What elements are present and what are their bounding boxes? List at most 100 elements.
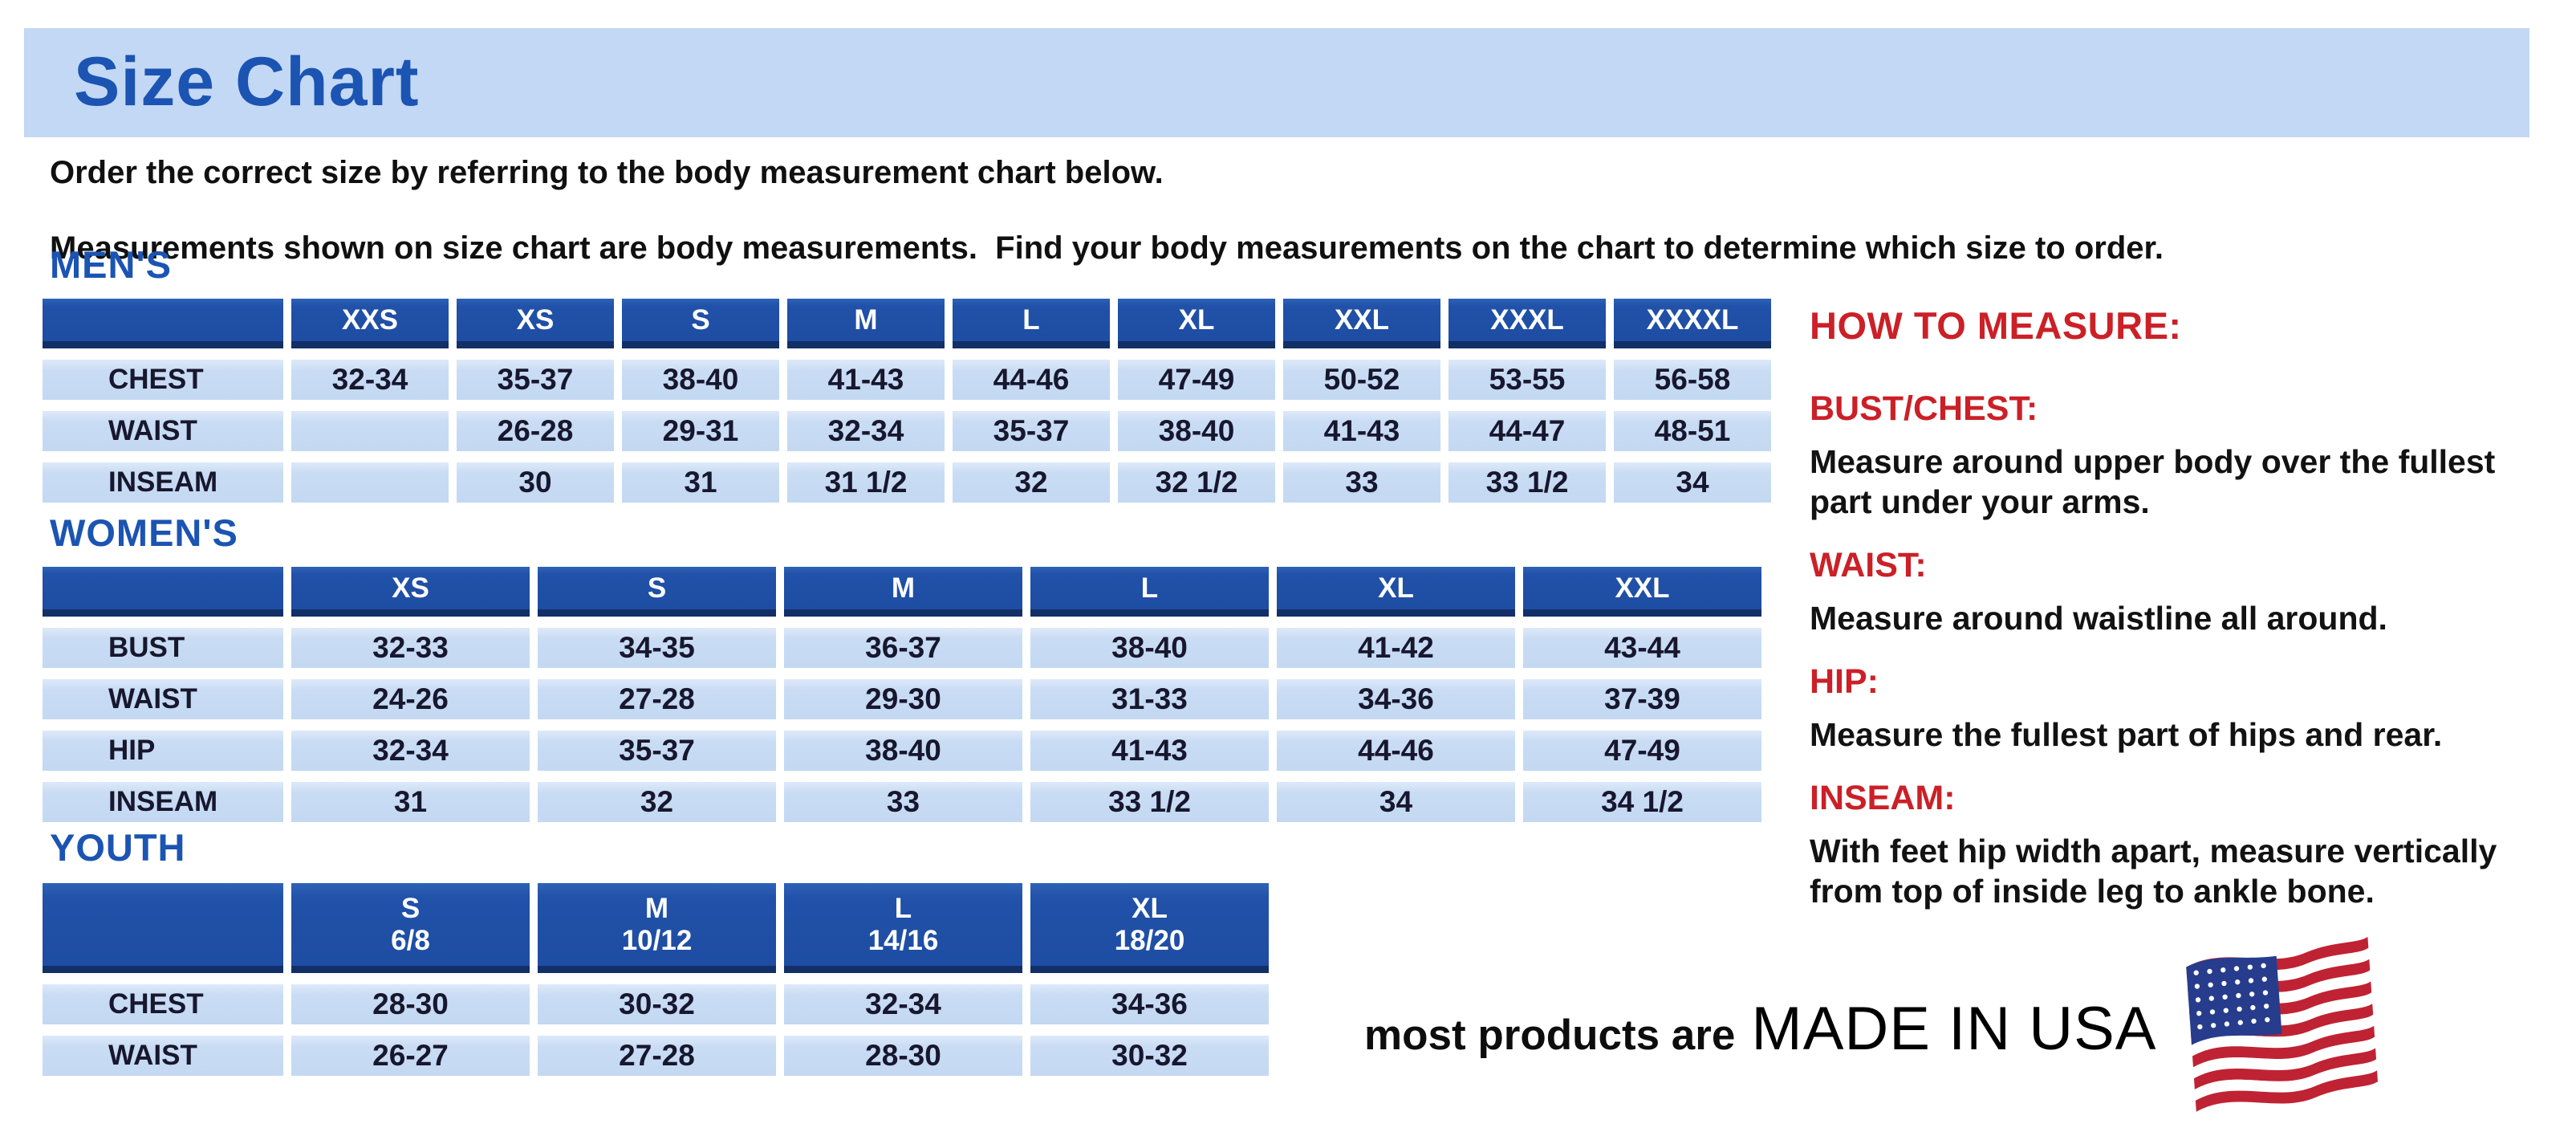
mens-column-header-3: M: [787, 299, 945, 348]
measure-item-label: WAIST:: [1810, 546, 1927, 584]
mens-cell-1-0: [291, 411, 449, 451]
youth-column-size: L: [894, 892, 912, 924]
womens-cell-1-2: 29-30: [784, 679, 1022, 719]
youth-column-header-3: XL 18/20: [1030, 883, 1269, 973]
womens-cell-3-3: 33 1/2: [1030, 782, 1269, 822]
womens-column-header-0: XS: [291, 567, 530, 617]
how-to-measure-section: HOW TO MEASURE: BUST/CHEST: Measure aroun…: [1810, 303, 2564, 935]
flag-star: [2249, 992, 2255, 997]
mens-cell-0-2: 38-40: [622, 360, 779, 400]
womens-cell-0-4: 41-42: [1277, 628, 1515, 668]
youth-column-header-0: S 6/8: [291, 883, 530, 973]
how-to-measure-items: BUST/CHEST: Measure around upper body ove…: [1810, 389, 2564, 911]
womens-cell-2-2: 38-40: [784, 731, 1022, 771]
mens-column-header-2: S: [622, 299, 779, 348]
mens-cell-0-1: 35-37: [457, 360, 614, 400]
youth-cell-1-0: 26-27: [291, 1036, 530, 1076]
youth-column-range: 6/8: [391, 924, 430, 956]
flag-star: [2222, 994, 2228, 1000]
mens-cell-1-8: 48-51: [1614, 411, 1771, 451]
womens-cell-2-4: 44-46: [1277, 731, 1515, 771]
intro-line-1: Order the correct size by referring to t…: [50, 155, 1164, 190]
flag-star: [2263, 1004, 2269, 1009]
mens-cell-0-5: 47-49: [1118, 360, 1275, 400]
youth-row-label-chest: CHEST: [43, 984, 283, 1024]
mens-column-header-7: XXXL: [1448, 299, 1606, 348]
youth-cell-0-0: 28-30: [291, 984, 530, 1024]
youth-column-size: S: [400, 892, 421, 924]
measure-item-text: Measure around waistline all around.: [1810, 600, 2387, 637]
flag-star: [2196, 1011, 2202, 1016]
mens-cell-2-8: 34: [1614, 462, 1771, 503]
youth-column-size: XL: [1132, 892, 1168, 924]
youth-cell-0-3: 34-36: [1030, 984, 1269, 1024]
mens-column-header-6: XXL: [1283, 299, 1440, 348]
flag-star: [2237, 1020, 2243, 1025]
mens-header-corner-cell: [43, 299, 283, 348]
flag-star: [2221, 980, 2227, 987]
mens-cell-0-0: 32-34: [291, 360, 449, 400]
mens-cell-2-7: 33 1/2: [1448, 462, 1606, 503]
measure-item-1: WAIST: Measure around waistline all aroun…: [1810, 546, 2564, 638]
flag-star: [2223, 1008, 2229, 1013]
womens-cell-0-5: 43-44: [1523, 628, 1761, 668]
mens-row-label-waist: WAIST: [43, 411, 283, 451]
womens-cell-3-4: 34: [1277, 782, 1515, 822]
mens-cell-1-5: 38-40: [1118, 411, 1275, 451]
womens-column-header-4: XL: [1277, 567, 1515, 617]
flag-star: [2261, 976, 2267, 982]
womens-row-label-hip: HIP: [43, 731, 283, 771]
mens-cell-2-3: 31 1/2: [787, 462, 945, 503]
flag-star: [2208, 982, 2213, 987]
us-flag-icon: [2186, 936, 2378, 1112]
mens-cell-0-8: 56-58: [1614, 360, 1771, 400]
mens-row-label-chest: CHEST: [43, 360, 283, 400]
flag-star: [2251, 1018, 2257, 1024]
womens-column-header-5: XXL: [1523, 567, 1761, 617]
mens-column-header-8: XXXXL: [1614, 299, 1771, 348]
womens-column-header-3: L: [1030, 567, 1269, 617]
measure-item-label: INSEAM:: [1810, 779, 1956, 817]
mens-cell-2-0: [291, 462, 449, 503]
flag-stripe: [2193, 1048, 2377, 1090]
flag-star: [2210, 1023, 2216, 1028]
flag-star: [2209, 1009, 2216, 1015]
womens-header-corner-cell: [43, 567, 283, 617]
flag-stripe: [2192, 1025, 2375, 1068]
mens-cell-1-3: 32-34: [787, 411, 945, 451]
mens-row-label-inseam: INSEAM: [43, 462, 283, 503]
flag-stripe: [2194, 1059, 2378, 1101]
womens-cell-0-2: 36-37: [784, 628, 1022, 668]
mens-cell-0-6: 50-52: [1283, 360, 1440, 400]
flag-stripe: [2195, 1070, 2378, 1112]
youth-column-header-1: M 10/12: [538, 883, 776, 973]
youth-cell-0-2: 32-34: [784, 984, 1022, 1024]
youth-cell-1-2: 28-30: [784, 1036, 1022, 1076]
youth-cell-1-3: 30-32: [1030, 1036, 1269, 1076]
mens-cell-2-6: 33: [1283, 462, 1440, 503]
youth-column-range: 10/12: [621, 924, 693, 956]
intro-line-2: Measurements shown on size chart are bod…: [50, 230, 2164, 266]
womens-cell-1-0: 24-26: [291, 679, 530, 719]
measure-item-text: Measure the fullest part of hips and rea…: [1810, 716, 2443, 753]
mens-cell-1-7: 44-47: [1448, 411, 1606, 451]
womens-cell-2-1: 35-37: [538, 731, 776, 771]
womens-size-table: XS S M L XL XXL BUST 32-33 34-35 36-37 38-40 41-42 4…: [43, 567, 1761, 822]
mens-section-heading: MEN'S: [50, 243, 172, 286]
youth-column-range: 18/20: [1114, 924, 1185, 956]
flag-star: [2262, 990, 2269, 996]
mens-cell-2-4: 32: [953, 462, 1110, 503]
measure-item-2: HIP: Measure the fullest part of hips and…: [1810, 662, 2564, 755]
measure-item-0: BUST/CHEST: Measure around upper body ove…: [1810, 389, 2564, 522]
flag-star: [2194, 983, 2200, 989]
womens-cell-1-1: 27-28: [538, 679, 776, 719]
youth-column-size: M: [644, 892, 669, 924]
footer-prefix-text: most products are: [1364, 1012, 1736, 1059]
title-banner: Size Chart: [24, 28, 2529, 137]
how-to-measure-heading: HOW TO MEASURE:: [1810, 304, 2182, 347]
mens-cell-2-5: 32 1/2: [1118, 462, 1275, 503]
flag-stripe: [2192, 1014, 2375, 1057]
womens-cell-1-3: 31-33: [1030, 679, 1269, 719]
youth-column-range: 14/16: [867, 924, 939, 956]
